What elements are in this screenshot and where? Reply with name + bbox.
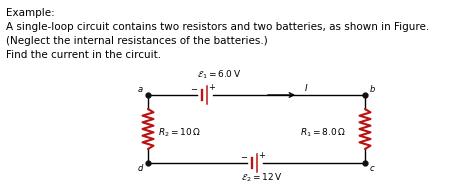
Text: $-$: $-$ — [240, 151, 248, 160]
Text: $+$: $+$ — [258, 150, 266, 160]
Text: Example:: Example: — [6, 8, 55, 18]
Text: d: d — [137, 164, 143, 173]
Text: A single-loop circuit contains two resistors and two batteries, as shown in Figu: A single-loop circuit contains two resis… — [6, 22, 429, 32]
Text: $-$: $-$ — [190, 83, 198, 92]
Text: Find the current in the circuit.: Find the current in the circuit. — [6, 50, 161, 60]
Text: $R_1 = 8.0\,\Omega$: $R_1 = 8.0\,\Omega$ — [300, 127, 346, 139]
Text: (Neglect the internal resistances of the batteries.): (Neglect the internal resistances of the… — [6, 36, 268, 46]
Text: $R_2 = 10\,\Omega$: $R_2 = 10\,\Omega$ — [158, 127, 201, 139]
Text: $\mathcal{E}_2 = 12\,\mathrm{V}$: $\mathcal{E}_2 = 12\,\mathrm{V}$ — [241, 171, 283, 184]
Text: c: c — [370, 164, 374, 173]
Text: $I$: $I$ — [304, 82, 309, 93]
Text: $+$: $+$ — [208, 82, 216, 92]
Text: b: b — [370, 85, 375, 94]
Text: $\mathcal{E}_1 = 6.0\,\mathrm{V}$: $\mathcal{E}_1 = 6.0\,\mathrm{V}$ — [197, 68, 241, 81]
Text: a: a — [138, 85, 143, 94]
